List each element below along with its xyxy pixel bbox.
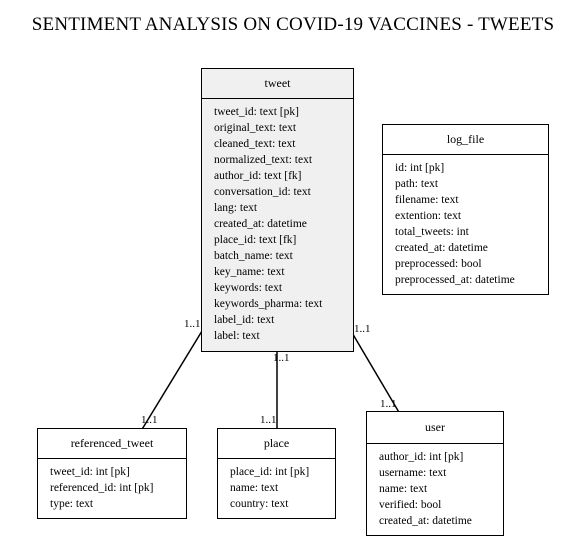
attribute-place-id: place_id: text [fk] <box>214 234 297 246</box>
attribute-created-at: created_at: datetime <box>379 515 472 527</box>
entity-tweet: tweet tweet_id: text [pk] original_text:… <box>201 68 354 352</box>
attribute-preprocessed-at: preprocessed_at: datetime <box>395 274 515 286</box>
attribute-created-at: created_at: datetime <box>214 218 307 230</box>
entity-place-title: place <box>218 429 335 459</box>
attribute-lang: lang: text <box>214 202 258 214</box>
attribute-key-name: key_name: text <box>214 266 285 278</box>
cardinality-tweet-referenced-to: 1..1 <box>141 414 158 426</box>
entity-place: place place_id: int [pk] name: text coun… <box>217 428 336 519</box>
entity-referenced-tweet: referenced_tweet tweet_id: int [pk] refe… <box>37 428 187 519</box>
relationship-line-tweet-user <box>350 330 401 415</box>
attribute-label: label: text <box>214 330 260 342</box>
cardinality-tweet-user-to: 1..1 <box>380 398 397 410</box>
entity-place-attributes: place_id: int [pk] name: text country: t… <box>218 459 335 516</box>
entity-user-title: user <box>367 412 503 444</box>
entity-log-file: log_file id: int [pk] path: text filenam… <box>382 124 549 295</box>
cardinality-tweet-place-from: 1..1 <box>273 352 290 364</box>
attribute-original-text: original_text: text <box>214 122 297 134</box>
attribute-path: path: text <box>395 178 439 190</box>
attribute-author-id: author_id: text [fk] <box>214 170 302 182</box>
cardinality-tweet-place-to: 1..1 <box>260 414 277 426</box>
attribute-place-id: place_id: int [pk] <box>230 466 310 478</box>
attribute-country: country: text <box>230 498 289 510</box>
attribute-label-id: label_id: text <box>214 314 275 326</box>
entity-tweet-attributes: tweet_id: text [pk] original_text: text … <box>202 99 353 348</box>
cardinality-tweet-referenced-from: 1..1 <box>184 318 201 330</box>
attribute-normalized-text: normalized_text: text <box>214 154 313 166</box>
entity-log-file-attributes: id: int [pk] path: text filename: text e… <box>383 155 548 292</box>
attribute-name: name: text <box>379 483 428 495</box>
attribute-id: id: int [pk] <box>395 162 445 174</box>
attribute-conversation-id: conversation_id: text <box>214 186 311 198</box>
attribute-extention: extention: text <box>395 210 462 222</box>
attribute-name: name: text <box>230 482 279 494</box>
entity-referenced-tweet-title: referenced_tweet <box>38 429 186 459</box>
attribute-username: username: text <box>379 467 447 479</box>
relationship-line-tweet-referenced-tweet <box>140 330 203 432</box>
attribute-created-at: created_at: datetime <box>395 242 488 254</box>
cardinality-tweet-user-from: 1..1 <box>354 323 371 335</box>
entity-log-file-title: log_file <box>383 125 548 155</box>
attribute-total-tweets: total_tweets: int <box>395 226 469 238</box>
page-title: SENTIMENT ANALYSIS ON COVID-19 VACCINES … <box>31 14 555 35</box>
attribute-referenced-id: referenced_id: int [pk] <box>50 482 154 494</box>
attribute-preprocessed: preprocessed: bool <box>395 258 482 270</box>
attribute-verified: verified: bool <box>379 499 442 511</box>
attribute-batch-name: batch_name: text <box>214 250 293 262</box>
attribute-type: type: text <box>50 498 94 510</box>
entity-tweet-title: tweet <box>202 69 353 99</box>
attribute-tweet-id: tweet_id: text [pk] <box>214 106 299 118</box>
attribute-filename: filename: text <box>395 194 459 206</box>
attribute-keywords-pharma: keywords_pharma: text <box>214 298 323 310</box>
attribute-tweet-id: tweet_id: int [pk] <box>50 466 130 478</box>
attribute-keywords: keywords: text <box>214 282 283 294</box>
entity-user: user author_id: int [pk] username: text … <box>366 411 504 536</box>
attribute-author-id: author_id: int [pk] <box>379 451 464 463</box>
entity-user-attributes: author_id: int [pk] username: text name:… <box>367 444 503 533</box>
entity-referenced-tweet-attributes: tweet_id: int [pk] referenced_id: int [p… <box>38 459 186 516</box>
attribute-cleaned-text: cleaned_text: text <box>214 138 296 150</box>
